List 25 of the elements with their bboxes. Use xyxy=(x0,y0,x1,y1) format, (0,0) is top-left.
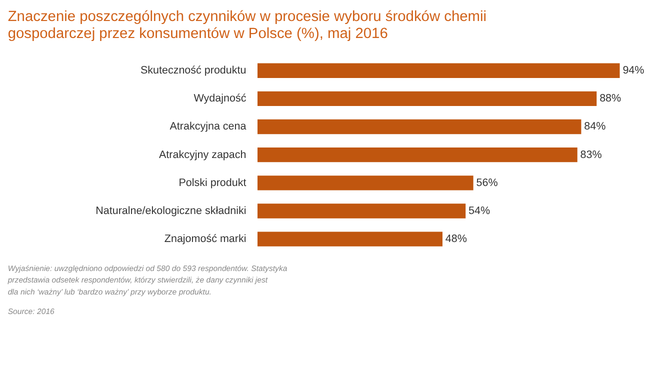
data-label: 83% xyxy=(580,148,602,161)
data-label: 84% xyxy=(584,120,606,133)
bar xyxy=(257,232,442,246)
data-label: 54% xyxy=(468,204,490,217)
y-tick-label: Wydajność xyxy=(194,92,247,105)
text: Znaczenie poszczególnych czynników w procesie wyboru środków chemii xyxy=(8,9,487,26)
y-tick-label: Polski produkt xyxy=(178,176,246,189)
y-tick-label: Atrakcyjna cena xyxy=(170,120,246,133)
bar xyxy=(257,147,578,162)
bar xyxy=(257,91,597,106)
data-label: 48% xyxy=(445,232,468,245)
bar xyxy=(257,204,466,218)
text: gospodarczej przez konsumentów w Polsce (%), maj 2016 xyxy=(8,26,388,42)
source-note: Source: 2016 xyxy=(8,306,56,316)
y-tick-label: Znajomość marki xyxy=(164,232,246,245)
bar xyxy=(257,119,582,134)
data-label: 94% xyxy=(622,64,645,77)
text: Wyjaśnienie: uwzględniono odpowiedzi od 580 do 593 respondentów. Statystyka przedstawia odsetek respondentów, którzy stwierdzili, że dany czynniki jest dla nich ‘ważny’ lub ‘bardzo ważny’ przy wyborze produktu. xyxy=(6,264,288,296)
data-label: 56% xyxy=(476,176,498,189)
bar xyxy=(257,63,620,78)
y-tick-label: Atrakcyjny zapach xyxy=(159,148,246,161)
data-label: 88% xyxy=(600,92,622,105)
bar xyxy=(257,176,474,190)
y-tick-label: Naturalne/ekologiczne składniki xyxy=(96,204,246,217)
y-tick-label: Skuteczność produktu xyxy=(140,64,246,77)
